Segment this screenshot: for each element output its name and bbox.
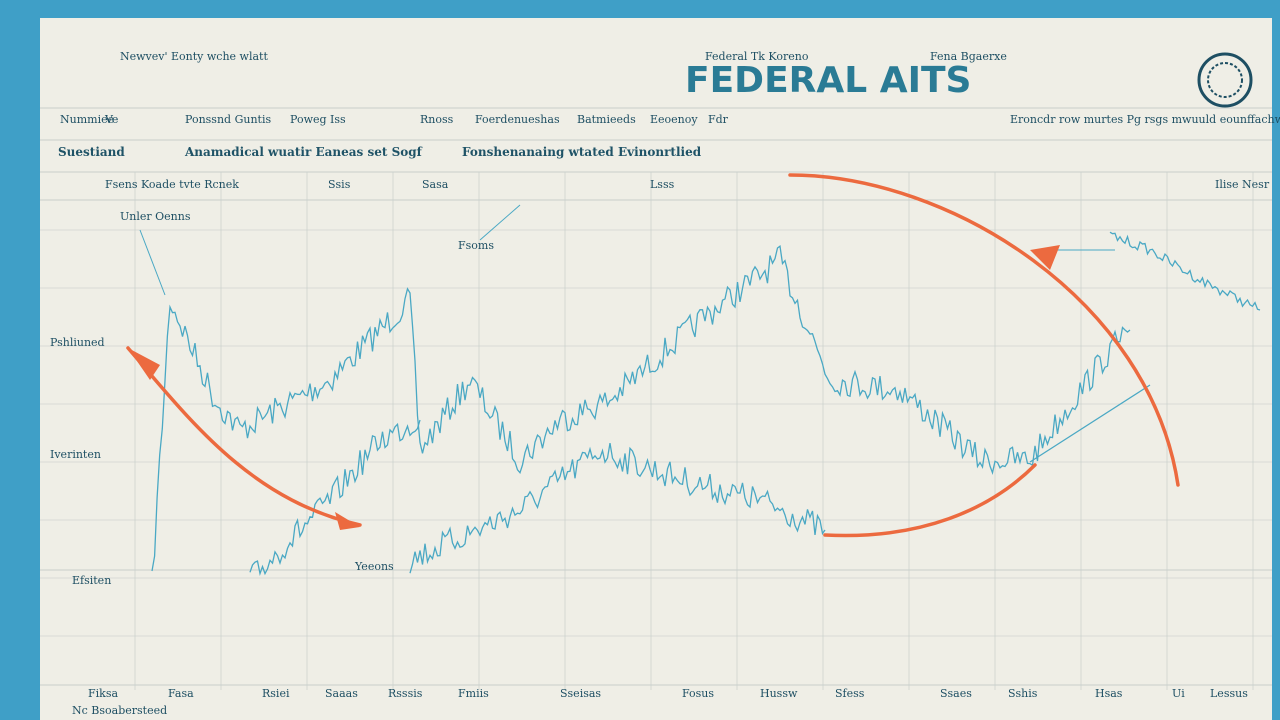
annotation: Iverinten	[50, 448, 101, 461]
bottom-label: Sshis	[1008, 687, 1038, 700]
column-label: Foerdenueshas	[475, 113, 560, 126]
arrow-head	[128, 348, 160, 380]
annotation: Pshliuned	[50, 336, 105, 349]
column-label: Fdr	[708, 113, 729, 126]
annotation: Fsoms	[458, 239, 494, 252]
subhead: Fonshenanaing wtated Evinonrtlied	[462, 145, 702, 159]
top-label: Ssis	[328, 178, 351, 191]
column-label: Rnoss	[420, 113, 454, 126]
seal-inner	[1207, 62, 1243, 98]
arrow-head	[1030, 245, 1060, 270]
footer: Nc Bsoabersteed	[72, 704, 167, 717]
bottom-label: Fasa	[168, 687, 194, 700]
bottom-label: Sfess	[835, 687, 865, 700]
header-note: Newvev' Eonty wche wlatt	[120, 50, 268, 63]
column-label: Poweg Iss	[290, 113, 346, 126]
leader-line	[139, 229, 166, 296]
trend-line	[1029, 384, 1151, 463]
bottom-label: Fmiis	[458, 687, 489, 700]
trend-line	[249, 419, 421, 577]
top-label: Fsens Koade tvte Rcnek	[105, 178, 239, 191]
column-label: Batmieeds	[577, 113, 636, 126]
bottom-label: Fosus	[682, 687, 714, 700]
annotation: Unler Oenns	[120, 210, 191, 223]
column-label: Ve	[104, 113, 118, 126]
subhead: Anamadical wuatir Eaneas set Sogf	[184, 145, 423, 159]
top-label: Ilise Nesr	[1215, 178, 1270, 191]
arrow-head	[335, 512, 360, 530]
top-label: Sasa	[422, 178, 449, 191]
subhead: Suestiand	[58, 145, 125, 159]
leader-line	[479, 204, 521, 241]
paper-sheet	[40, 18, 1272, 720]
top-label: Lsss	[650, 178, 675, 191]
header-note: Fena Bgaerxe	[930, 50, 1007, 63]
bottom-label: Lessus	[1210, 687, 1248, 700]
bottom-label: Saaas	[325, 687, 358, 700]
arrow-arc	[823, 463, 1037, 538]
trend-line	[151, 245, 1131, 572]
arrow-arc	[788, 173, 1180, 487]
trend-lines	[151, 231, 1261, 577]
column-label: Eeoenoy	[650, 113, 698, 126]
bottom-label: Fiksa	[88, 687, 118, 700]
seal	[1197, 52, 1253, 108]
trend-line	[1109, 231, 1261, 311]
annotation: Yeeons	[354, 560, 394, 573]
column-label: Ponssnd Guntis	[185, 113, 271, 126]
bottom-labels: Fiksa Fasa Rsiei Saaas Rsssis Fmiis Sseisas Fos…	[88, 687, 1248, 700]
bottom-label: Ssaes	[940, 687, 972, 700]
annotation: Efsiten	[72, 574, 111, 587]
bottom-label: Rsssis	[388, 687, 423, 700]
column-label: Eroncdr row murtes Pg rsgs mwuuld eounff…	[1010, 113, 1280, 126]
bottom-label: Hsas	[1095, 687, 1123, 700]
bottom-label: Ui	[1172, 687, 1185, 700]
column-label: Nummiee	[60, 113, 114, 126]
bottom-label: Rsiei	[262, 687, 290, 700]
bottom-label: Sseisas	[560, 687, 601, 700]
title: FEDERAL AITS	[685, 60, 971, 101]
bottom-label: Hussw	[760, 687, 798, 700]
trend-line	[409, 442, 826, 574]
header-note: Federal Tk Koreno	[705, 50, 809, 63]
